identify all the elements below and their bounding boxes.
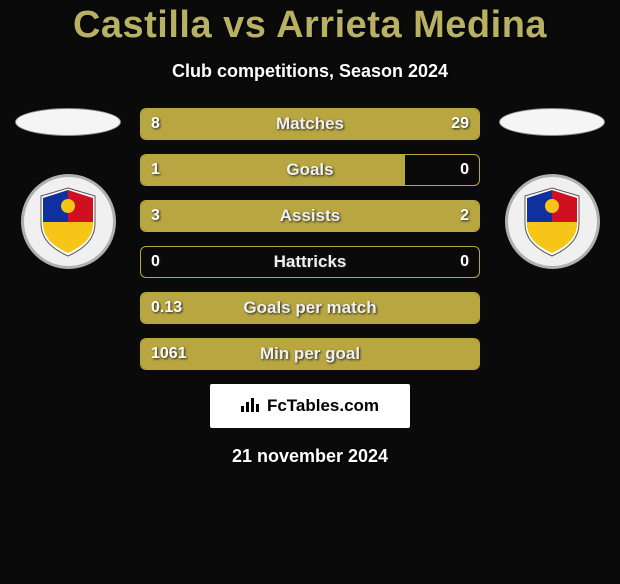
right-side	[492, 108, 612, 269]
stat-row: 32Assists	[140, 200, 480, 232]
stat-label: Assists	[141, 201, 479, 231]
stat-row: 829Matches	[140, 108, 480, 140]
date-text: 21 november 2024	[0, 446, 620, 467]
right-team-badge	[505, 174, 600, 269]
subtitle: Club competitions, Season 2024	[0, 61, 620, 82]
stat-row: 10Goals	[140, 154, 480, 186]
left-side	[8, 108, 128, 269]
comparison-content: 829Matches 10Goals 32Assists 00Hattricks 0.1…	[0, 108, 620, 370]
shield-icon	[37, 186, 99, 258]
stat-label: Goals per match	[141, 293, 479, 323]
stats-bars: 829Matches 10Goals 32Assists 00Hattricks 0.1…	[140, 108, 480, 370]
stat-row: 1061Min per goal	[140, 338, 480, 370]
stat-label: Hattricks	[141, 247, 479, 277]
left-ellipse-placeholder	[15, 108, 121, 136]
stat-row: 00Hattricks	[140, 246, 480, 278]
shield-icon	[521, 186, 583, 258]
attribution-text: FcTables.com	[267, 396, 379, 416]
right-ellipse-placeholder	[499, 108, 605, 136]
stat-label: Matches	[141, 109, 479, 139]
page-title: Castilla vs Arrieta Medina	[0, 4, 620, 47]
stat-label: Goals	[141, 155, 479, 185]
left-team-badge	[21, 174, 116, 269]
attribution-badge: FcTables.com	[210, 384, 410, 428]
bar-chart-icon	[241, 396, 261, 417]
stat-label: Min per goal	[141, 339, 479, 369]
stat-row: 0.13Goals per match	[140, 292, 480, 324]
